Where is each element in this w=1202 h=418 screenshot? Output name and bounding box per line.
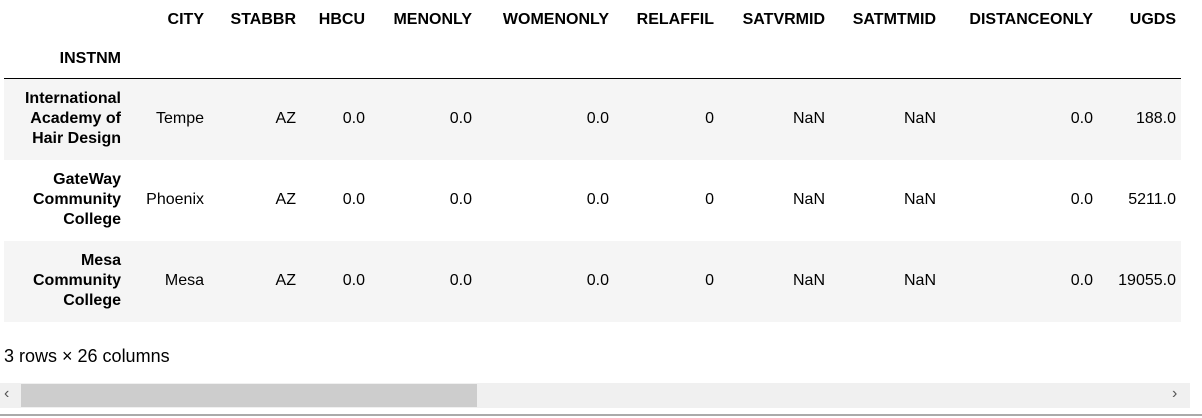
table-cell: Tempe — [155, 110, 204, 128]
table-cell: NaN — [792, 272, 825, 289]
column-header: STABBR — [230, 11, 296, 28]
dataframe-table: CITY STABBR HBCU MENONLY WOMENONLY RELAF… — [4, 0, 1181, 322]
row-index: GateWay Community College — [33, 171, 121, 228]
table-row: International Academy of Hair Design Temp… — [4, 78, 1181, 160]
table-cell: 5211.0 — [1128, 191, 1176, 208]
scroll-left-icon[interactable]: ‹ — [4, 385, 10, 402]
table-cell: NaN — [903, 110, 936, 128]
column-header: CITY — [167, 11, 204, 28]
column-header: DISTANCEONLY — [969, 11, 1093, 28]
table-cell: 0.0 — [1070, 110, 1093, 128]
column-header: MENONLY — [393, 11, 472, 28]
scroll-right-icon[interactable]: › — [1172, 385, 1178, 402]
column-header: HBCU — [318, 11, 365, 28]
table-cell: 19055.0 — [1118, 272, 1176, 289]
row-index: International Academy of Hair Design — [24, 90, 121, 148]
table-cell: 0 — [705, 272, 714, 289]
column-header: SATVRMID — [742, 11, 825, 28]
table-cell: 0.0 — [342, 191, 365, 208]
shape-summary: 3 rows × 26 columns — [4, 346, 170, 366]
table-cell: 0.0 — [586, 272, 609, 289]
table-cell: 0.0 — [449, 272, 472, 289]
table-cell: 188.0 — [1135, 110, 1176, 128]
table-cell: 0.0 — [586, 110, 609, 128]
index-header-row: INSTNM — [4, 40, 1181, 79]
table-row: Mesa Community College Mesa AZ 0.0 0.0 0.0 0 Na… — [4, 240, 1181, 322]
column-header: UGDS — [1129, 11, 1176, 28]
corner-cell — [4, 0, 126, 40]
divider — [0, 414, 1202, 416]
horizontal-scrollbar[interactable]: ‹ › — [0, 383, 1190, 408]
table-cell: NaN — [903, 191, 936, 208]
table-row: GateWay Community College Phoenix AZ 0.0 0.0… — [4, 160, 1181, 241]
table-cell: NaN — [792, 110, 825, 128]
column-header: RELAFFIL — [636, 11, 714, 28]
table-cell: NaN — [792, 191, 825, 208]
table-cell: 0.0 — [342, 272, 365, 289]
column-header: SATMTMID — [852, 11, 936, 28]
table-cell: 0.0 — [342, 110, 365, 128]
table-cell: Mesa — [164, 272, 204, 289]
table-cell: 0.0 — [586, 191, 609, 208]
row-index: Mesa Community College — [33, 252, 121, 309]
scrollbar-thumb[interactable] — [21, 384, 477, 407]
index-name-header: INSTNM — [59, 50, 121, 67]
table-cell: NaN — [903, 272, 936, 289]
column-header: WOMENONLY — [502, 11, 609, 28]
table-cell: AZ — [275, 110, 296, 128]
table-cell: 0 — [705, 110, 714, 128]
table-cell: AZ — [275, 272, 296, 289]
table-cell: 0.0 — [1070, 272, 1093, 289]
column-header-row: CITY STABBR HBCU MENONLY WOMENONLY RELAF… — [4, 0, 1181, 40]
table-cell: 0.0 — [449, 191, 472, 208]
table-cell: 0.0 — [449, 110, 472, 128]
table-cell: 0 — [705, 191, 714, 208]
table-cell: AZ — [275, 191, 296, 208]
table-cell: 0.0 — [1070, 191, 1093, 208]
table-cell: Phoenix — [146, 191, 204, 208]
